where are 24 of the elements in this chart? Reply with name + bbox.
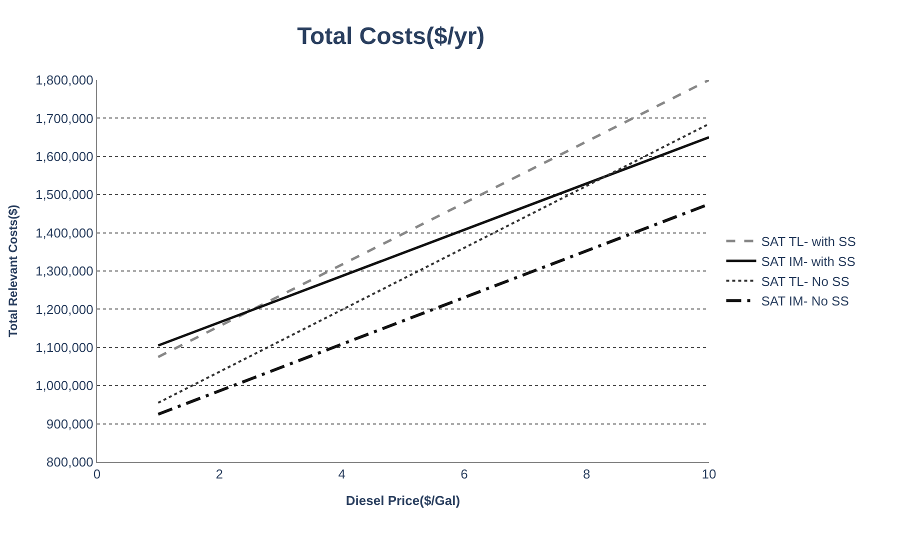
chart-title: Total Costs($/yr) xyxy=(297,22,485,50)
y-tick-label: 1,600,000 xyxy=(36,148,94,164)
y-axis-title: Total Relevant Costs($) xyxy=(6,204,20,338)
x-tick-label: 8 xyxy=(582,466,590,482)
y-tick-label: 1,200,000 xyxy=(36,302,94,317)
y-tick-label: 1,800,000 xyxy=(36,72,94,88)
legend-label: SAT IM- No SS xyxy=(761,294,850,309)
y-tick-label: 1,000,000 xyxy=(36,378,94,394)
x-axis-title: Diesel Price($/Gal) xyxy=(346,493,460,508)
y-tick-label: 900,000 xyxy=(46,416,94,432)
legend-label: SAT IM- with SS xyxy=(761,254,856,269)
y-tick-label: 800,000 xyxy=(46,454,94,470)
y-tick-label: 1,500,000 xyxy=(36,187,94,202)
legend-label: SAT TL- No SS xyxy=(761,274,850,289)
x-tick-label: 6 xyxy=(460,466,468,482)
y-tick-label: 1,300,000 xyxy=(36,264,94,279)
x-tick-label: 0 xyxy=(93,466,101,482)
y-tick-label: 1,100,000 xyxy=(36,340,94,355)
legend-label: SAT TL- with SS xyxy=(761,234,856,250)
y-tick-label: 1,700,000 xyxy=(36,110,94,126)
y-tick-label: 1,400,000 xyxy=(36,225,94,240)
x-tick-label: 2 xyxy=(216,466,224,482)
x-tick-label: 4 xyxy=(338,466,346,482)
x-tick-label: 10 xyxy=(702,466,716,482)
